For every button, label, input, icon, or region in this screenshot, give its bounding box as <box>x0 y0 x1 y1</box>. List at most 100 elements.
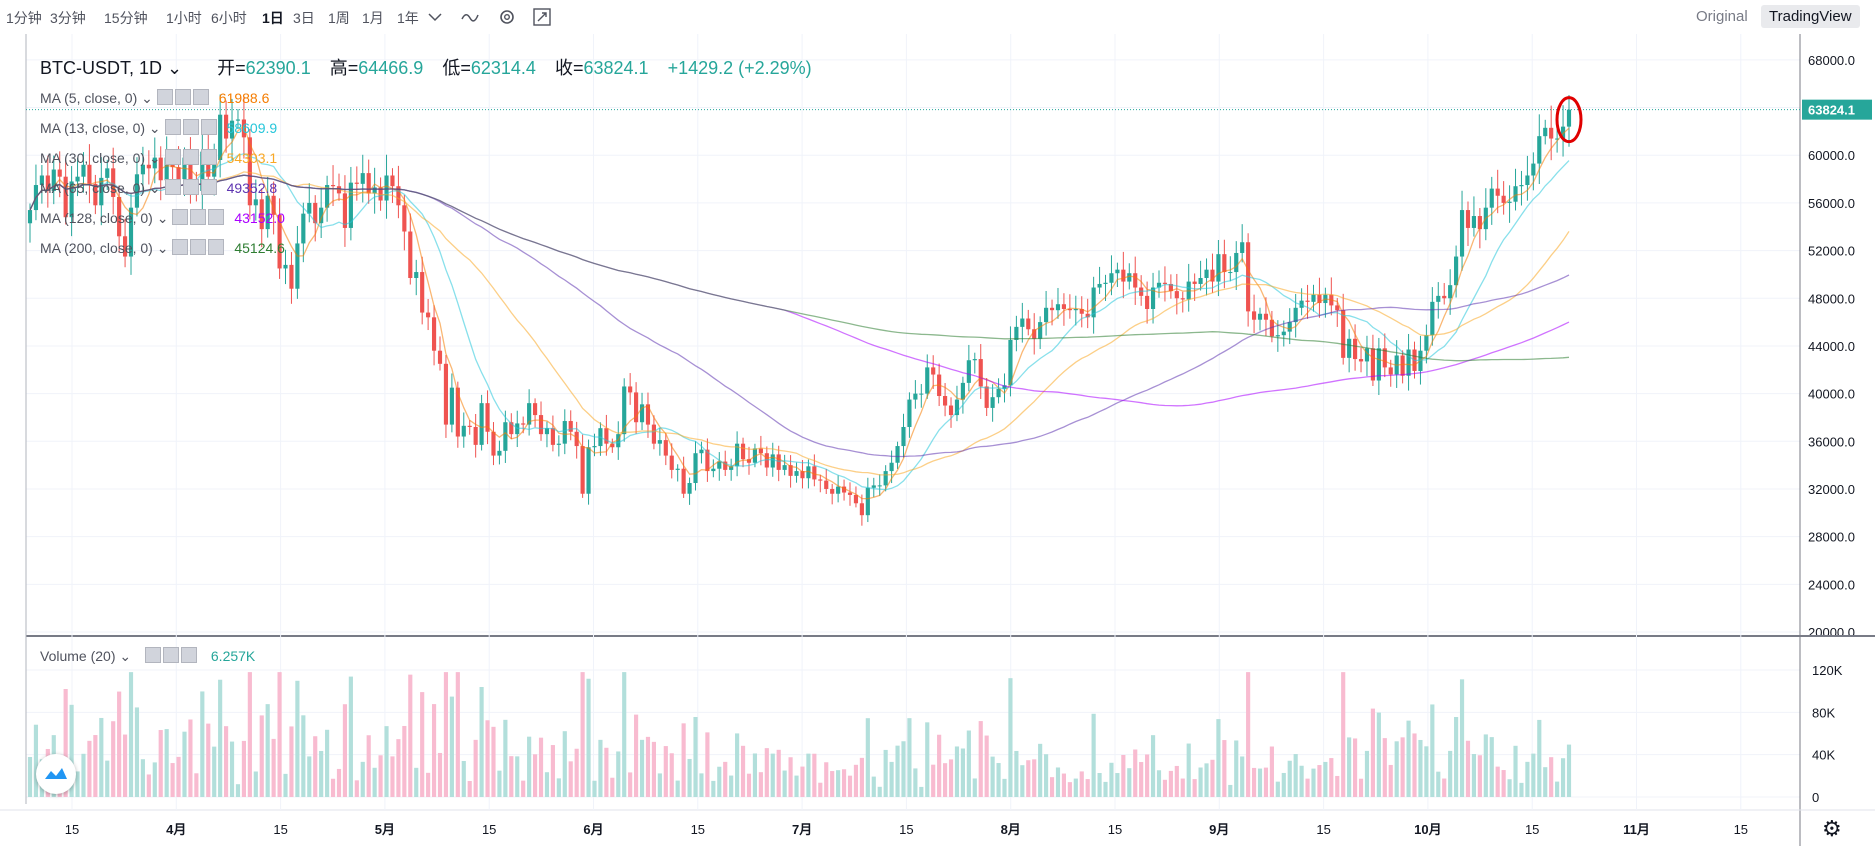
volume-bar <box>1097 773 1102 797</box>
chevron-down-icon[interactable] <box>425 7 445 27</box>
tf-3m[interactable]: 3分钟 <box>50 10 86 26</box>
volume-bar <box>937 734 942 797</box>
tf-1y[interactable]: 1年 <box>397 10 419 26</box>
ma-label[interactable]: MA (65, close, 0) <box>40 180 146 196</box>
volume-bar <box>111 721 116 797</box>
volume-bar <box>247 672 252 797</box>
candle-body <box>645 404 651 425</box>
candle-body <box>1501 195 1506 203</box>
volume-bar <box>265 704 270 797</box>
price-tick-label: 32000.0 <box>1808 482 1855 497</box>
volume-bar <box>954 746 960 797</box>
gear-icon[interactable] <box>182 149 199 165</box>
tf-1mo[interactable]: 1月 <box>362 10 384 26</box>
logo-button[interactable] <box>36 754 76 794</box>
volume-bar <box>414 767 419 797</box>
volume-tick-label: 120K <box>1812 663 1843 678</box>
gear-icon[interactable] <box>190 239 207 255</box>
volume-bar <box>1430 704 1435 797</box>
volume-bar <box>1174 765 1179 797</box>
volume-bar <box>925 722 930 797</box>
volume-bar <box>1400 737 1405 797</box>
view-original-button[interactable]: Original <box>1696 8 1748 25</box>
candle-body <box>420 272 425 313</box>
ma-label[interactable]: MA (5, close, 0) <box>40 90 138 106</box>
volume-bar <box>117 691 122 797</box>
eye-icon[interactable] <box>164 119 181 135</box>
candle-body <box>1257 313 1263 320</box>
symbol-label[interactable]: BTC-USDT, 1D <box>40 58 163 78</box>
candle-body <box>740 443 746 460</box>
gear-icon[interactable] <box>497 7 517 27</box>
tf-1w[interactable]: 1周 <box>328 10 350 26</box>
close-icon[interactable] <box>200 119 217 135</box>
candle-body <box>628 386 633 393</box>
volume-bar <box>1263 767 1269 797</box>
tf-1m[interactable]: 1分钟 <box>6 10 42 26</box>
volume-tick-label: 0 <box>1812 790 1819 805</box>
eye-icon[interactable] <box>145 647 161 663</box>
expand-icon[interactable] <box>532 7 552 27</box>
candle-body <box>788 465 793 476</box>
gear-icon[interactable] <box>182 179 199 195</box>
volume-label[interactable]: Volume (20) <box>40 648 116 664</box>
ma-label[interactable]: MA (30, close, 0) <box>40 150 146 166</box>
tf-1d[interactable]: 1日 <box>262 10 284 26</box>
eye-icon[interactable] <box>164 179 181 195</box>
volume-bar <box>1014 750 1019 797</box>
axis-settings-icon[interactable]: ⚙ <box>1822 816 1842 841</box>
candle-body <box>717 461 722 469</box>
candle-body <box>800 471 805 479</box>
close-icon[interactable] <box>181 647 197 663</box>
candle-body <box>532 403 538 416</box>
tf-3d[interactable]: 3日 <box>293 10 315 26</box>
gear-icon[interactable] <box>190 209 207 225</box>
ma-label[interactable]: MA (128, close, 0) <box>40 210 153 226</box>
candle-body <box>200 151 205 191</box>
candle-body <box>699 449 704 454</box>
candle-body <box>63 176 68 218</box>
tf-1h[interactable]: 1小时 <box>166 10 202 26</box>
volume-bar <box>93 735 98 797</box>
close-icon[interactable] <box>208 239 225 255</box>
volume-bar <box>206 723 211 797</box>
eye-icon[interactable] <box>156 89 173 105</box>
line-chart-icon[interactable] <box>460 7 480 27</box>
candle-body <box>348 182 353 228</box>
volume-bar <box>105 760 110 797</box>
tf-15m[interactable]: 15分钟 <box>104 10 148 26</box>
candle-body <box>836 486 841 494</box>
gear-icon[interactable] <box>163 647 179 663</box>
volume-bar <box>1026 760 1031 797</box>
candle-body <box>853 494 859 504</box>
eye-icon[interactable] <box>172 209 189 225</box>
volume-bar <box>140 759 145 797</box>
candle-body <box>485 403 490 432</box>
gear-icon[interactable] <box>182 119 199 135</box>
candle-body <box>1454 256 1459 286</box>
volume-bar <box>1228 784 1233 797</box>
close-icon[interactable] <box>200 179 217 195</box>
candle-body <box>1519 185 1524 187</box>
volume-bar <box>996 763 1001 797</box>
ma-label[interactable]: MA (200, close, 0) <box>40 240 153 256</box>
eye-icon[interactable] <box>172 239 189 255</box>
gear-icon[interactable] <box>174 89 191 105</box>
candle-body <box>841 486 847 493</box>
time-tick-label: 15 <box>899 822 913 837</box>
volume-bar <box>509 756 514 797</box>
volume-bar <box>841 769 847 797</box>
candle-body <box>1531 163 1536 176</box>
ma-label[interactable]: MA (13, close, 0) <box>40 120 146 136</box>
volume-bar <box>491 726 496 797</box>
volume-bar <box>1323 761 1328 797</box>
eye-icon[interactable] <box>164 149 181 165</box>
candle-body <box>1442 295 1447 299</box>
tf-6h[interactable]: 6小时 <box>211 10 247 26</box>
view-tradingview-button[interactable]: TradingView <box>1761 5 1860 28</box>
close-icon[interactable] <box>200 149 217 165</box>
volume-bar <box>598 739 603 797</box>
close-icon[interactable] <box>192 89 209 105</box>
close-icon[interactable] <box>208 209 225 225</box>
price-chart[interactable]: 68000.064000.060000.056000.052000.048000… <box>0 34 1875 846</box>
